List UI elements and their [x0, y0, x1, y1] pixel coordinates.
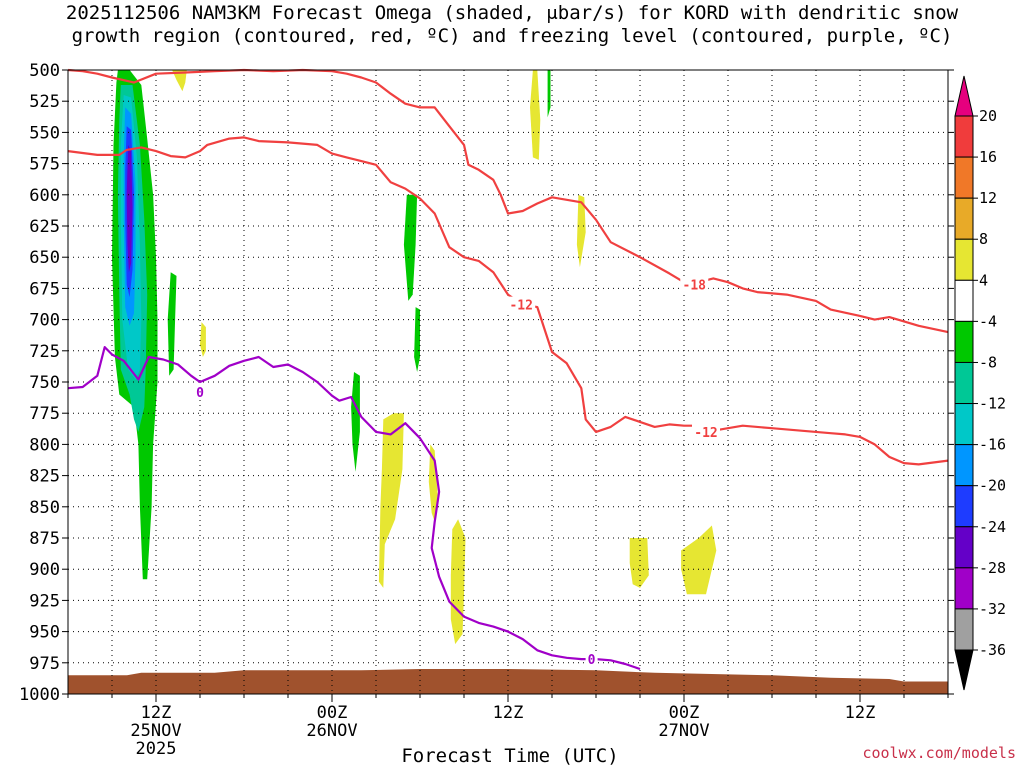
colorbar-swatch-6: [954, 361, 974, 405]
omega-region-6: [167, 272, 177, 376]
omega-region-14: [576, 194, 586, 268]
colorbar-top-arrow: [954, 75, 974, 117]
colorbar-swatch-0: [954, 115, 974, 158]
contour-lower-red: [67, 136, 949, 466]
omega-region-11: [172, 70, 187, 92]
colorbar-label-10: -24: [979, 518, 1006, 536]
omega-region-15: [378, 413, 404, 588]
colorbar-swatch-10: [954, 526, 974, 569]
y-tick-label-900: 900: [29, 560, 60, 580]
colorbar-label-12: -32: [979, 600, 1006, 618]
colorbar-label-9: -20: [979, 477, 1006, 495]
colorbar-label-3: 8: [979, 230, 988, 248]
colorbar-swatch-3: [954, 238, 974, 281]
omega-region-8: [414, 307, 420, 372]
colorbar-label-6: -8: [979, 353, 997, 371]
title-line-2: growth region (contoured, red, ºC) and f…: [71, 25, 953, 47]
omega-region-7: [403, 194, 418, 301]
x-axis-label: Forecast Time (UTC): [401, 745, 619, 767]
contour-freezing-level: [67, 346, 641, 671]
colorbar-swatch-2: [954, 197, 974, 240]
contour-label-bg-4: [585, 651, 598, 667]
x-tick-label-6-1: 12Z: [141, 703, 172, 723]
colorbar-swatch-4: [954, 279, 974, 322]
x-tick-label-42-1: 00Z: [669, 703, 700, 723]
colorbar-swatch-5: [954, 320, 974, 363]
credit-link[interactable]: coolwx.com/models: [862, 744, 1016, 762]
contour-label-2: -12: [694, 426, 717, 441]
colorbar-swatch-1: [954, 156, 974, 199]
y-tick-label-750: 750: [29, 373, 60, 393]
contour-labels: -18 -12 -12 0 0: [194, 276, 720, 668]
colorbar-label-11: -28: [979, 559, 1006, 577]
y-tick-label-825: 825: [29, 467, 60, 487]
y-tick-label-600: 600: [29, 186, 60, 206]
colorbar-swatch-12: [954, 608, 974, 651]
y-tick-label-500: 500: [29, 61, 60, 81]
contour-label-bg-3: [194, 383, 206, 399]
contour-label-bg-0: [680, 276, 709, 292]
y-tick-label-675: 675: [29, 279, 60, 299]
x-tick-label-42-2: 27NOV: [658, 721, 709, 741]
y-tick-label-625: 625: [29, 217, 60, 237]
colorbar-label-2: 12: [979, 189, 997, 207]
x-tick-label-18-1: 00Z: [317, 703, 348, 723]
colorbar-label-0: 20: [979, 107, 997, 125]
y-tick-label-950: 950: [29, 623, 60, 643]
grid-lines: [68, 70, 948, 694]
y-tick-label-775: 775: [29, 404, 60, 424]
x-tick-label-6-2: 25NOV: [130, 721, 181, 741]
title-line-1: 2025112506 NAM3KM Forecast Omega (shaded…: [65, 2, 959, 24]
x-tick-label-54-1: 12Z: [845, 703, 876, 723]
contour-label-bg-2: [692, 423, 720, 439]
colorbar-bottom-arrow: [954, 649, 974, 691]
omega-region-19: [681, 525, 717, 595]
colorbar-label-1: 16: [979, 148, 997, 166]
omega-region-5: [126, 144, 133, 273]
colorbar-label-4: 4: [979, 271, 988, 289]
y-tick-label-725: 725: [29, 342, 60, 362]
y-tick-label-700: 700: [29, 311, 60, 331]
chart-title: 2025112506 NAM3KM Forecast Omega (shaded…: [0, 2, 1024, 48]
colorbar-swatch-11: [954, 567, 974, 610]
y-tick-label-975: 975: [29, 654, 60, 674]
y-tick-label-925: 925: [29, 591, 60, 611]
colorbar-label-13: -36: [979, 641, 1006, 659]
x-tick-label-30-1: 12Z: [493, 703, 524, 723]
contour-label-4: 0: [588, 653, 596, 668]
y-tick-label-875: 875: [29, 529, 60, 549]
y-tick-label-650: 650: [29, 248, 60, 268]
y-tick-label-550: 550: [29, 123, 60, 143]
colorbar-swatch-7: [954, 403, 974, 446]
y-tick-label-575: 575: [29, 155, 60, 175]
contour-label-0: -18: [683, 279, 707, 294]
omega-region-13: [530, 70, 541, 160]
colorbar-label-8: -16: [979, 436, 1006, 454]
omega-region-12: [200, 322, 206, 357]
x-tick-label-18-2: 26NOV: [306, 721, 357, 741]
omega-region-9: [351, 372, 360, 472]
omega-shading: [112, 70, 717, 645]
contour-label-1: -12: [509, 299, 532, 314]
y-tick-label-525: 525: [29, 92, 60, 112]
omega-region-18: [629, 538, 649, 588]
y-tick-label-850: 850: [29, 498, 60, 518]
x-tick-label-6-3: 2025: [136, 739, 177, 759]
colorbar-label-5: -4: [979, 312, 997, 330]
y-axis: 500 525 550 575 600 625 650 675 700 725 750 775 800 8…: [19, 61, 954, 705]
y-tick-label-1000: 1000: [19, 685, 60, 705]
contour-label-3: 0: [196, 386, 204, 401]
y-tick-label-800: 800: [29, 435, 60, 455]
colorbar: 20 16 12 8 4 -4 -8 -12 -16 -20 -24 -28 -32 -36: [954, 75, 1006, 691]
contour-label-bg-1: [507, 296, 536, 312]
colorbar-swatch-9: [954, 485, 974, 528]
colorbar-label-7: -12: [979, 395, 1006, 413]
omega-region-10: [547, 70, 551, 118]
colorbar-swatch-8: [954, 444, 974, 487]
